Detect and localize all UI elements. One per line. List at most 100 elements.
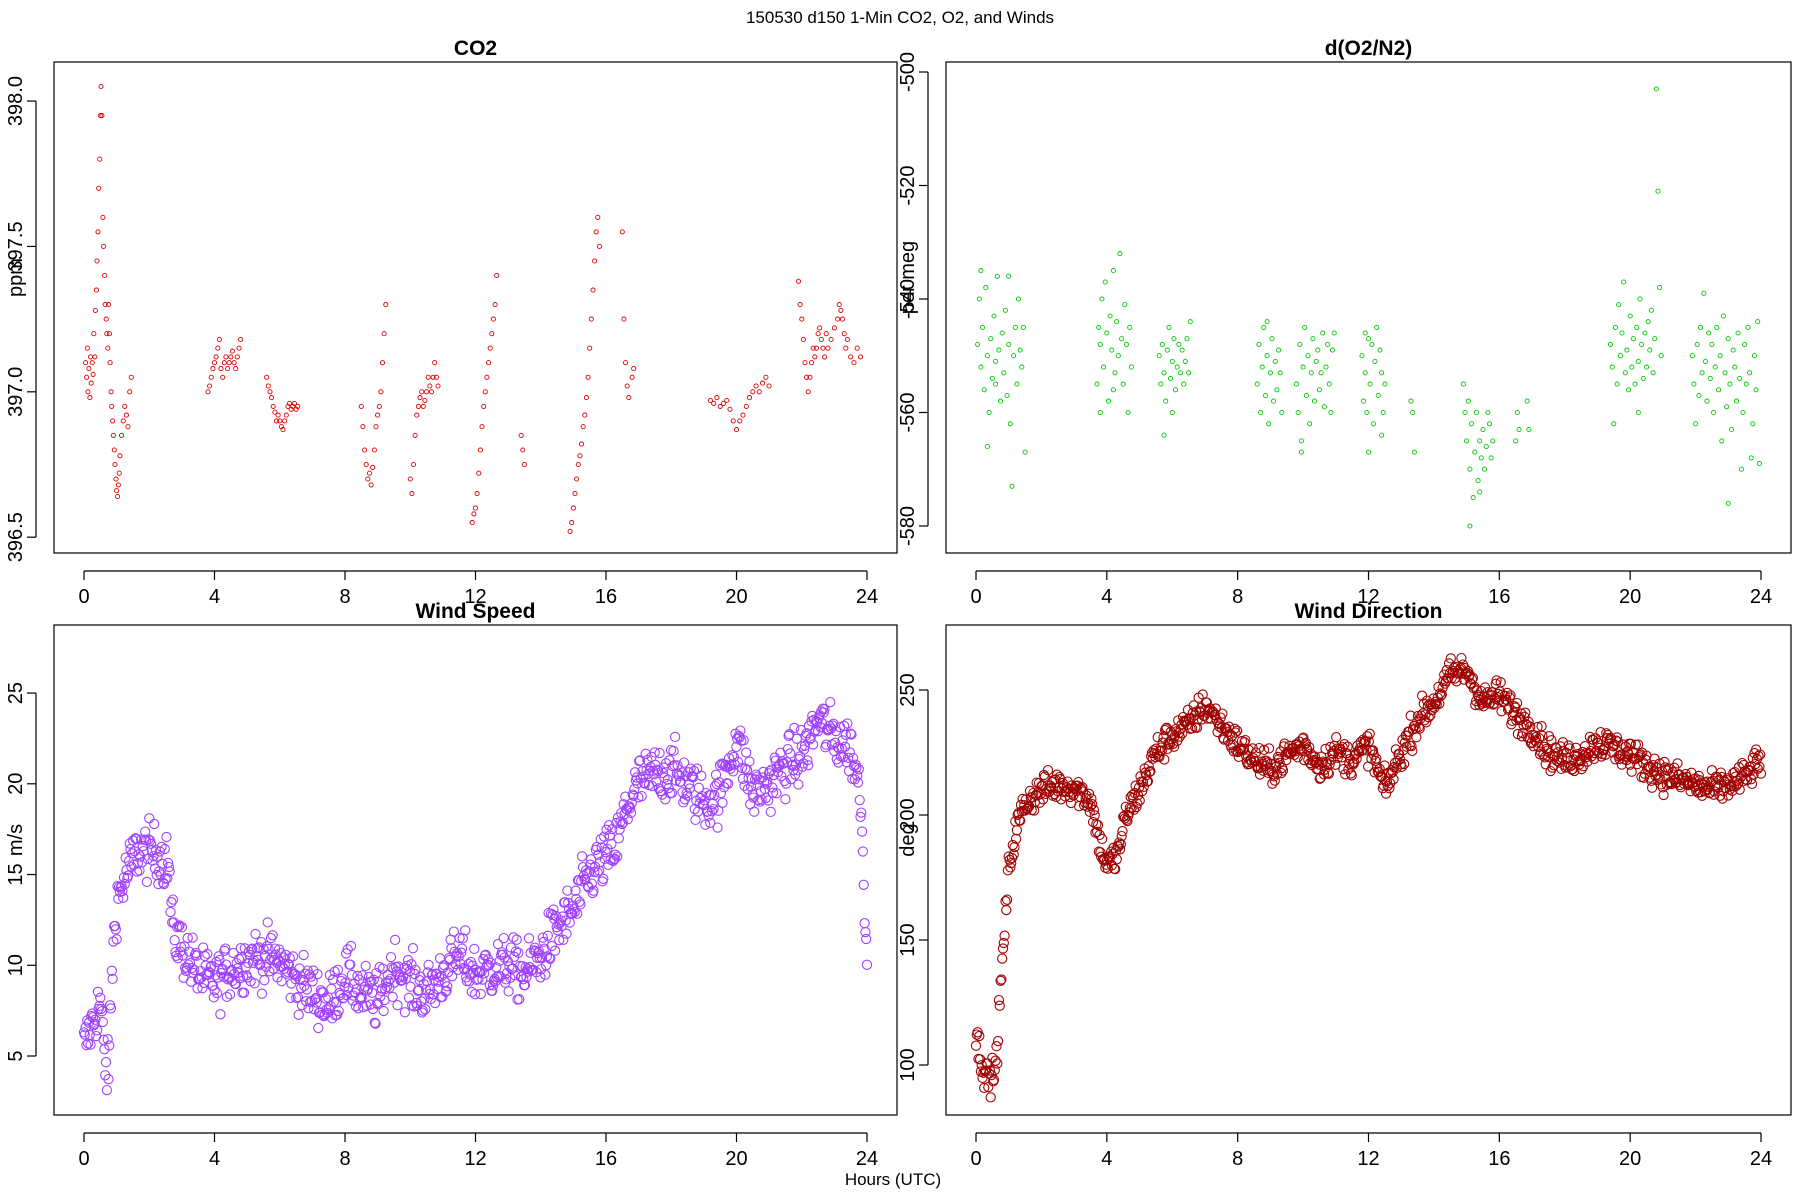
wind-speed-point: [652, 764, 663, 775]
co2-point: [818, 336, 824, 343]
wind-speed-point: [498, 932, 509, 944]
o2-point: [986, 409, 992, 416]
wind-direction-point: [1001, 894, 1013, 905]
wind-speed-point: [182, 932, 193, 944]
o2-point: [1184, 336, 1190, 342]
co2-point: [714, 395, 720, 401]
o2-point: [1473, 409, 1479, 416]
o2-point: [1325, 341, 1331, 347]
wind-direction-point: [1088, 804, 1100, 816]
co2-x-tick-label: 4: [209, 586, 220, 608]
o2-point: [1410, 409, 1416, 416]
wind-speed-point: [136, 857, 148, 868]
wind-speed-point: [731, 741, 742, 753]
wind-speed-x-tick-label: 8: [339, 1148, 350, 1170]
co2-point: [123, 412, 129, 418]
co2-point: [115, 493, 121, 500]
wind-direction-point: [995, 975, 1006, 986]
wind-speed-point: [138, 845, 149, 857]
wind-direction-x-tick-label: 8: [1232, 1148, 1243, 1170]
co2-title: CO2: [454, 37, 497, 60]
wind-direction-point: [1010, 833, 1022, 845]
co2-point: [469, 520, 475, 526]
wind-speed-x-tick-label: 24: [856, 1148, 878, 1170]
wind-speed-point: [407, 943, 419, 954]
wind-speed-point: [368, 974, 379, 985]
wind-speed-point: [845, 728, 856, 739]
o2-point: [1634, 324, 1640, 330]
wind-direction-point: [1645, 762, 1656, 773]
co2-point: [409, 491, 415, 497]
co2-point: [93, 287, 99, 293]
o2-point: [1377, 347, 1383, 353]
co2-point: [97, 113, 103, 119]
co2-point: [753, 383, 759, 389]
co2-point: [490, 316, 496, 322]
o2-point: [1639, 341, 1645, 347]
wind-direction-point: [1081, 790, 1092, 801]
wind-speed-title: Wind Speed: [416, 600, 536, 623]
wind-direction-point: [1192, 714, 1203, 725]
wind-speed-point: [152, 851, 163, 863]
wind-direction-point: [1276, 767, 1287, 779]
co2-point: [817, 325, 823, 331]
wind-direction-point: [1315, 772, 1326, 784]
wind-speed-point: [491, 971, 503, 982]
wind-speed-point: [625, 807, 637, 819]
o2-point: [1307, 421, 1313, 427]
o2-point: [1630, 336, 1636, 342]
co2-point: [231, 360, 237, 366]
o2-point: [1313, 358, 1319, 364]
wind-speed-point: [570, 885, 581, 896]
co2-point: [733, 427, 740, 433]
o2-point: [1477, 438, 1483, 444]
o2-point: [1747, 370, 1753, 376]
wind-direction-point: [1477, 697, 1488, 708]
wind-speed-point: [298, 949, 309, 961]
co2-point: [233, 366, 239, 372]
wind-speed-point: [803, 760, 814, 771]
wind-direction-point: [1423, 712, 1434, 723]
wind-speed-point: [215, 1009, 226, 1020]
wind-speed-point: [165, 906, 176, 918]
wind-speed-point: [154, 846, 166, 857]
co2-point: [379, 360, 386, 366]
wind-direction-point: [1725, 780, 1736, 792]
co2-point: [427, 383, 433, 389]
o2-point: [1302, 324, 1308, 330]
o2-point: [1166, 324, 1172, 330]
wind-speed-point: [323, 1003, 335, 1014]
o2-point: [1725, 336, 1731, 342]
wind-speed-point: [749, 806, 760, 817]
wind-direction-point: [979, 1082, 990, 1094]
wind-speed-point: [202, 948, 213, 960]
o2-point: [1002, 307, 1008, 313]
wind-speed-point: [598, 873, 609, 884]
wind-speed-point: [687, 772, 699, 783]
co2-point: [120, 418, 126, 424]
wind-direction-point: [984, 1065, 996, 1076]
wind-direction-point: [1569, 765, 1580, 777]
wind-direction-point: [1658, 789, 1669, 801]
o2-point: [1722, 370, 1728, 376]
wind-direction-point: [1304, 741, 1315, 753]
o2-point: [1006, 273, 1012, 279]
wind-direction-point: [1046, 782, 1057, 794]
co2-points: [83, 83, 864, 534]
wind-speed-point: [861, 933, 872, 945]
o2-point: [1372, 358, 1378, 364]
co2-point: [110, 418, 116, 424]
o2-point: [1171, 336, 1177, 342]
o2-point: [1264, 319, 1270, 325]
co2-point: [215, 345, 221, 351]
wind-speed-point: [434, 953, 446, 964]
wind-direction-point: [974, 1030, 985, 1042]
co2-point: [629, 374, 635, 380]
wind-speed-point: [647, 765, 659, 777]
co2-point: [430, 374, 436, 380]
wind-direction-point: [1028, 805, 1040, 816]
o2-point: [1321, 404, 1327, 410]
wind-speed-point: [137, 840, 148, 852]
o2-point: [1650, 370, 1656, 376]
panel-co2: CO2 0 4 8 12 16 20 24 396.5 397.0 397.5 398.0 ppm: [5, 37, 898, 608]
